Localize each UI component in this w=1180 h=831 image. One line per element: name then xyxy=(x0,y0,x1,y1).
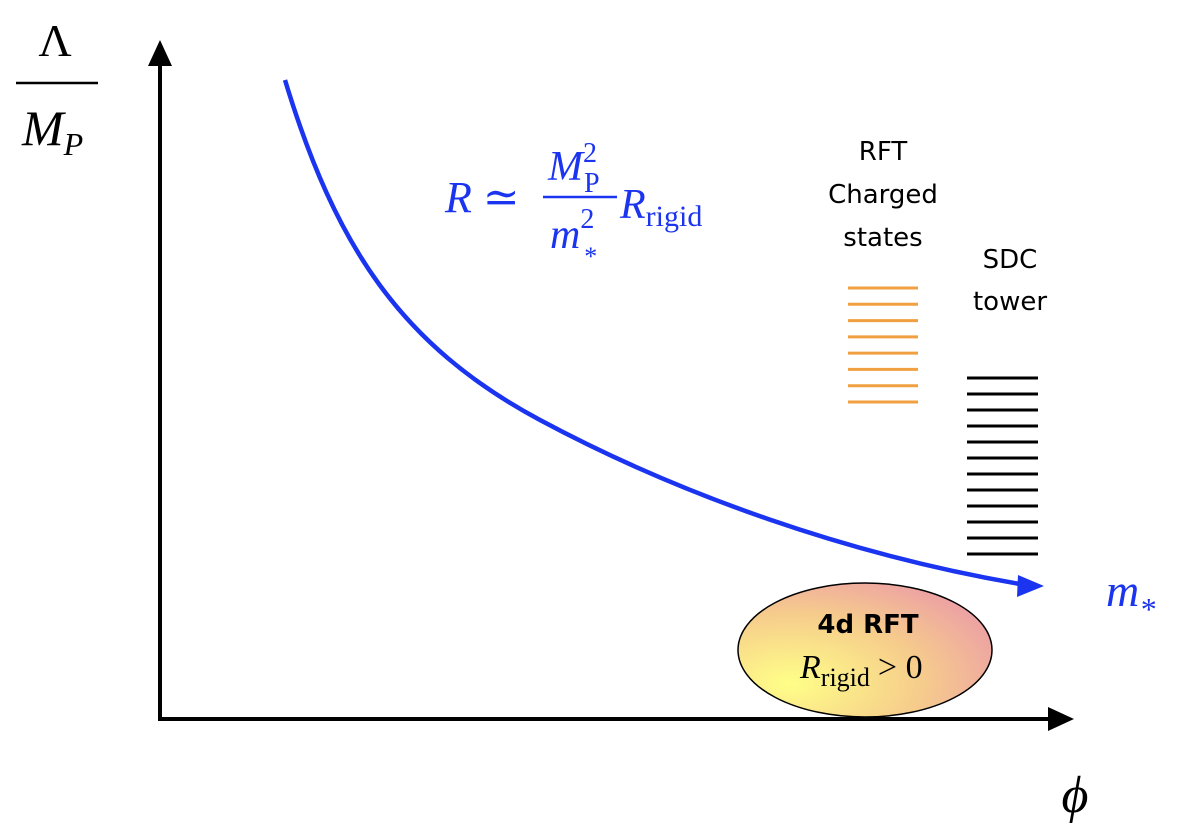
x-axis-label: ϕ xyxy=(1062,767,1089,824)
rft-region: 4d RFT Rrigid > 0 xyxy=(737,582,993,718)
curve-arrowhead xyxy=(1017,575,1044,597)
y-axis-arrowhead xyxy=(148,40,172,66)
y-label-denominator: MP xyxy=(21,100,83,162)
y-axis-label: Λ MP xyxy=(16,15,98,162)
formula: R ≃ M2 P m2 * Rrigid xyxy=(444,138,702,271)
rft-region-title: 4d RFT xyxy=(817,610,919,640)
rft-states-lines xyxy=(848,286,918,404)
sdc-tower-label: SDC tower xyxy=(973,245,1047,317)
curve xyxy=(282,79,1044,597)
curve-end-label: m* xyxy=(1106,565,1155,627)
rft-region-ellipse xyxy=(737,582,993,718)
formula-rhs: Rrigid xyxy=(619,182,702,233)
axes xyxy=(148,40,1074,731)
rft-states-label: RFT Charged states xyxy=(828,137,938,253)
x-axis-arrowhead xyxy=(1048,707,1074,731)
rft-region-condition: Rrigid > 0 xyxy=(799,649,923,692)
y-label-numerator: Λ xyxy=(38,15,71,66)
sdc-tower-lines xyxy=(967,376,1038,556)
curve-path xyxy=(282,79,1021,587)
formula-denominator-sub: * xyxy=(583,242,596,271)
rft-states-label-line-3: states xyxy=(843,223,922,253)
sdc-tower-label-line-1: SDC xyxy=(983,245,1038,275)
formula-numerator-sub: P xyxy=(584,168,600,199)
formula-lhs: R ≃ xyxy=(444,173,520,222)
rft-states-label-line-2: Charged xyxy=(828,180,938,210)
formula-denominator: m2 xyxy=(550,204,594,258)
rft-states-label-line-1: RFT xyxy=(859,137,908,167)
sdc-tower-label-line-2: tower xyxy=(973,287,1047,317)
formula-numerator: M2 xyxy=(547,138,597,190)
